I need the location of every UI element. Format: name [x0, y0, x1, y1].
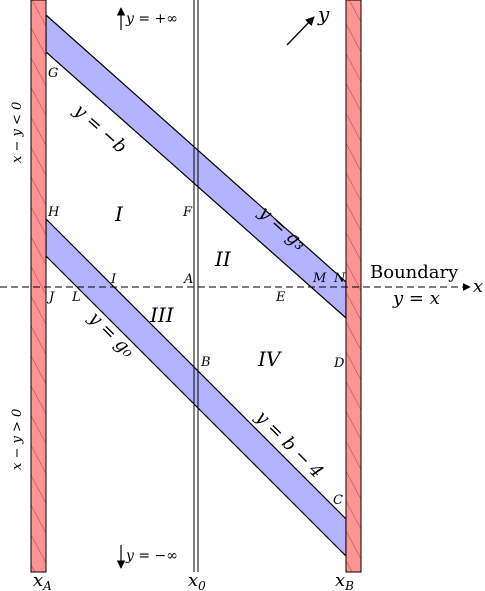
- right-wall: [345, 0, 362, 573]
- tick-x0: x0: [188, 570, 206, 591]
- left-wall: [30, 0, 47, 573]
- y-direction-arrow: [286, 16, 315, 46]
- point-label-L: L: [71, 290, 81, 305]
- point-label-M: M: [312, 271, 327, 286]
- point-label-D: D: [333, 356, 345, 371]
- point-label-I: I: [110, 272, 117, 287]
- point-label-C: C: [333, 493, 343, 508]
- point-label-H: H: [47, 205, 60, 220]
- boundary-equation: y = x: [392, 288, 440, 309]
- region-label-II: II: [214, 247, 232, 271]
- point-label-N: N: [333, 271, 346, 286]
- bottom-infinity-label: y = −∞: [125, 548, 178, 564]
- point-label-J: J: [46, 290, 55, 305]
- region-label-III: III: [149, 303, 175, 327]
- side-label-upper: x − y < 0: [10, 102, 25, 163]
- point-label-G: G: [48, 66, 58, 81]
- boundary-title: Boundary: [370, 262, 459, 283]
- point-label-B: B: [200, 355, 211, 370]
- top-infinity-label: y = +∞: [125, 11, 178, 27]
- y-axis-label: y: [317, 2, 330, 26]
- point-label-A: A: [183, 272, 193, 287]
- point-label-F: F: [182, 205, 193, 220]
- tick-xB: xB: [335, 570, 354, 591]
- x-axis-label: x: [473, 276, 483, 297]
- tick-xA: xA: [33, 570, 52, 591]
- side-label-lower: x − y > 0: [10, 409, 25, 470]
- point-label-E: E: [275, 290, 286, 305]
- region-label-IV: IV: [257, 347, 283, 371]
- region-label-I: I: [114, 202, 124, 226]
